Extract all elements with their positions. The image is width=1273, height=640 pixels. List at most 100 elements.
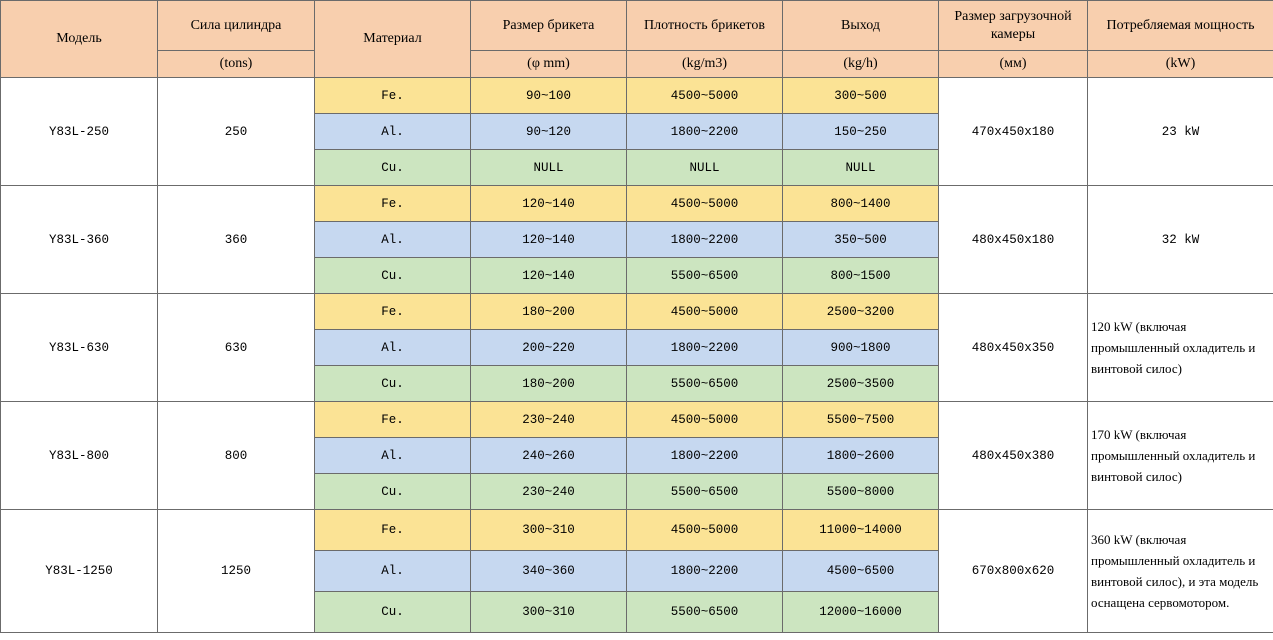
table-row: Y83L-360 360 Fe. 120~140 4500~5000 800~1…	[0, 185, 1273, 294]
material-cell: Cu.	[314, 365, 471, 402]
density-cell: 4500~5000	[626, 77, 783, 114]
table-row: Cu. 180~200 5500~6500 2500~3500	[1, 365, 1273, 402]
size-cell: 180~200	[470, 365, 627, 402]
table-row: Y83L-800 800 Fe. 230~240 4500~5000 5500~…	[0, 401, 1273, 510]
header-density: Плотность брикетов	[626, 0, 783, 51]
density-cell: 1800~2200	[626, 437, 783, 474]
table-row: Y83L-630 630 Fe. 180~200 4500~5000 2500~…	[0, 293, 1273, 402]
header-power-unit: (kW)	[1087, 50, 1273, 78]
size-cell: 230~240	[470, 473, 627, 510]
output-cell: 800~1400	[782, 185, 939, 222]
output-cell: 12000~16000	[782, 591, 939, 633]
density-cell: 1800~2200	[626, 550, 783, 592]
output-cell: 4500~6500	[782, 550, 939, 592]
density-cell: 1800~2200	[626, 329, 783, 366]
header-model: Модель	[0, 0, 158, 78]
output-cell: 11000~14000	[782, 509, 939, 551]
force-cell: 800	[157, 401, 315, 510]
table-row: Cu. 300~310 5500~6500 12000~16000	[1, 591, 1273, 633]
density-cell: NULL	[626, 149, 783, 186]
model-cell: Y83L-360	[0, 185, 158, 294]
table-row: Al. 200~220 1800~2200 900~1800	[1, 329, 1273, 366]
header-output: Выход	[782, 0, 939, 51]
material-cell: Fe.	[314, 293, 471, 330]
table-row: Cu. 230~240 5500~6500 5500~8000	[1, 473, 1273, 510]
model-cell: Y83L-1250	[0, 509, 158, 633]
output-cell: 900~1800	[782, 329, 939, 366]
chamber-cell: 470x450x180	[938, 77, 1088, 186]
chamber-cell: 480x450x350	[938, 293, 1088, 402]
table-row: Al. 120~140 1800~2200 350~500	[1, 221, 1273, 258]
force-cell: 250	[157, 77, 315, 186]
table-row: Y83L-250 250 Fe. 90~100 4500~5000 300~50…	[0, 77, 1273, 186]
output-cell: 1800~2600	[782, 437, 939, 474]
chamber-cell: 480x450x380	[938, 401, 1088, 510]
material-cell: Cu.	[314, 473, 471, 510]
size-cell: 120~140	[470, 185, 627, 222]
size-cell: 340~360	[470, 550, 627, 592]
header-output-unit: (kg/h)	[782, 50, 939, 78]
output-cell: 5500~8000	[782, 473, 939, 510]
header-force-unit: (tons)	[157, 50, 315, 78]
material-cell: Fe.	[314, 185, 471, 222]
power-cell: 120 kW (включая промышленный охладитель …	[1087, 293, 1273, 402]
table-row: Cu. NULL NULL NULL	[1, 149, 1273, 186]
header-chamber-unit: (мм)	[938, 50, 1088, 78]
material-cell: Fe.	[314, 509, 471, 551]
density-cell: 5500~6500	[626, 591, 783, 633]
output-cell: 300~500	[782, 77, 939, 114]
material-cell: Al.	[314, 221, 471, 258]
size-cell: 240~260	[470, 437, 627, 474]
density-cell: 4500~5000	[626, 185, 783, 222]
power-cell: 23 kW	[1087, 77, 1273, 186]
density-cell: 1800~2200	[626, 113, 783, 150]
power-cell: 170 kW (включая промышленный охладитель …	[1087, 401, 1273, 510]
output-cell: 5500~7500	[782, 401, 939, 438]
header-chamber: Размер загрузочной камеры	[938, 0, 1088, 51]
table-row: Y83L-1250 1250 Fe. 300~310 4500~5000 110…	[0, 509, 1273, 633]
size-cell: NULL	[470, 149, 627, 186]
density-cell: 1800~2200	[626, 221, 783, 258]
material-cell: Al.	[314, 329, 471, 366]
size-cell: 90~120	[470, 113, 627, 150]
density-cell: 4500~5000	[626, 401, 783, 438]
output-cell: NULL	[782, 149, 939, 186]
density-cell: 4500~5000	[626, 509, 783, 551]
material-cell: Cu.	[314, 257, 471, 294]
table-row: Cu. 120~140 5500~6500 800~1500	[1, 257, 1273, 294]
material-cell: Fe.	[314, 401, 471, 438]
output-cell: 2500~3500	[782, 365, 939, 402]
model-cell: Y83L-800	[0, 401, 158, 510]
header-size: Размер брикета	[470, 0, 627, 51]
output-cell: 150~250	[782, 113, 939, 150]
header-density-unit: (kg/m3)	[626, 50, 783, 78]
header-force: Сила цилиндра	[157, 0, 315, 51]
table-row: Al. 340~360 1800~2200 4500~6500	[1, 550, 1273, 592]
power-cell: 32 kW	[1087, 185, 1273, 294]
model-cell: Y83L-250	[0, 77, 158, 186]
material-cell: Fe.	[314, 77, 471, 114]
size-cell: 120~140	[470, 221, 627, 258]
force-cell: 360	[157, 185, 315, 294]
size-cell: 200~220	[470, 329, 627, 366]
size-cell: 230~240	[470, 401, 627, 438]
size-cell: 300~310	[470, 591, 627, 633]
density-cell: 4500~5000	[626, 293, 783, 330]
material-cell: Cu.	[314, 591, 471, 633]
size-cell: 120~140	[470, 257, 627, 294]
material-cell: Al.	[314, 550, 471, 592]
output-cell: 350~500	[782, 221, 939, 258]
force-cell: 630	[157, 293, 315, 402]
table-row: Al. 90~120 1800~2200 150~250	[1, 113, 1273, 150]
chamber-cell: 670x800x620	[938, 509, 1088, 633]
material-cell: Al.	[314, 437, 471, 474]
header-power: Потребляемая мощность	[1087, 0, 1273, 51]
model-cell: Y83L-630	[0, 293, 158, 402]
table-row: Al. 240~260 1800~2200 1800~2600	[1, 437, 1273, 474]
chamber-cell: 480x450x180	[938, 185, 1088, 294]
size-cell: 90~100	[470, 77, 627, 114]
size-cell: 180~200	[470, 293, 627, 330]
header-material: Материал	[314, 0, 471, 78]
material-cell: Al.	[314, 113, 471, 150]
